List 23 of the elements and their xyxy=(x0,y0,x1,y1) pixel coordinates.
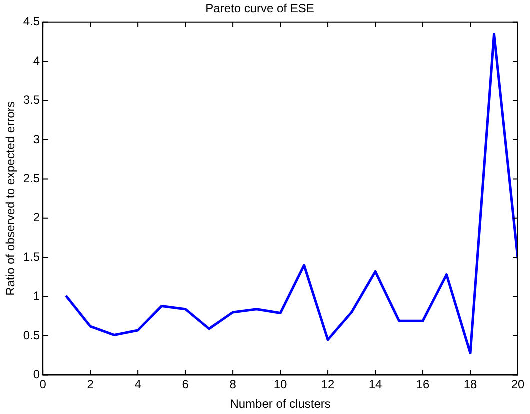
x-tick-label: 12 xyxy=(321,378,336,392)
y-tick-label: 3 xyxy=(33,132,40,146)
chart-title: Pareto curve of ESE xyxy=(206,2,314,16)
x-tick-label: 8 xyxy=(230,378,237,392)
y-tick-label: 2 xyxy=(33,210,40,225)
x-tick-label: 16 xyxy=(416,378,430,392)
y-tick-label: 4 xyxy=(33,54,40,68)
x-tick-label: 2 xyxy=(87,378,94,392)
x-tick-label: 20 xyxy=(511,378,525,392)
y-tick-label: 2.5 xyxy=(23,172,40,186)
y-tick-label: 0.5 xyxy=(23,328,40,342)
y-tick-label: 1 xyxy=(33,289,40,304)
x-tick-label: 14 xyxy=(368,378,383,392)
y-tick-label: 3.5 xyxy=(23,93,40,108)
x-tick-label: 6 xyxy=(182,378,190,392)
x-axis-title: Number of clusters xyxy=(230,397,331,412)
y-axis-title: Ratio of observed to expected errors xyxy=(4,102,18,296)
x-tick-label: 10 xyxy=(274,378,288,392)
y-tick-label: 0 xyxy=(33,368,40,382)
x-tick-label: 4 xyxy=(134,378,142,392)
x-tick-label: 18 xyxy=(464,378,478,392)
y-tick-label: 1.5 xyxy=(23,250,40,264)
y-tick-label: 4.5 xyxy=(23,14,40,29)
